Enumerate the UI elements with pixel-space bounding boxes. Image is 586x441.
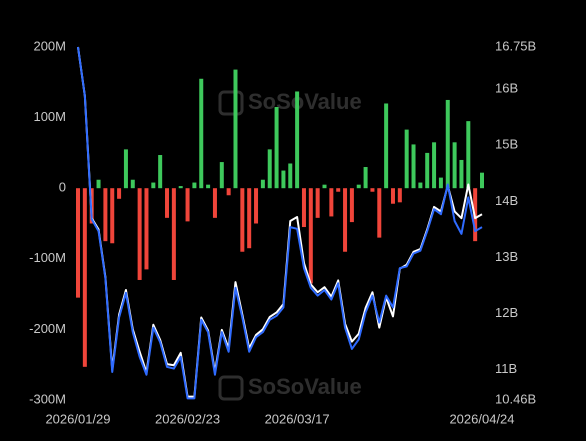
x-tick-label: 2026/04/24	[449, 411, 514, 426]
bar	[404, 129, 409, 189]
bar	[301, 188, 306, 228]
y-tick-label: 0	[59, 180, 66, 195]
bar	[349, 188, 354, 223]
bar	[192, 182, 197, 189]
bar	[247, 188, 252, 249]
bar	[96, 179, 101, 189]
bar	[295, 91, 300, 189]
bar	[432, 142, 437, 189]
bar	[219, 162, 224, 189]
bar	[390, 188, 395, 204]
bar	[377, 188, 382, 238]
y2-tick-label: 16B	[495, 81, 518, 96]
bar	[466, 121, 471, 189]
y2-tick-label: 16.75B	[495, 38, 536, 53]
bar	[206, 184, 211, 189]
y-tick-label: -100M	[29, 250, 66, 265]
bar	[233, 69, 238, 189]
bar	[336, 188, 341, 192]
watermark-logo	[218, 90, 244, 401]
bar	[445, 99, 450, 189]
x-tick-label: 2026/02/23	[155, 411, 220, 426]
watermark: SoSoValue	[248, 89, 362, 114]
bar	[288, 163, 293, 189]
bar	[418, 182, 423, 189]
y-tick-label: -300M	[29, 391, 66, 406]
bar	[459, 159, 464, 189]
bar	[82, 188, 87, 367]
bar	[151, 182, 156, 189]
y2-tick-label: 10.46B	[495, 391, 536, 406]
bar	[212, 188, 217, 218]
bar	[370, 188, 375, 192]
bar	[171, 188, 176, 280]
bar	[185, 188, 190, 222]
bar	[240, 188, 245, 252]
bar	[281, 170, 286, 189]
bar	[254, 188, 259, 224]
bar	[322, 184, 327, 189]
bar	[130, 179, 135, 189]
bar	[343, 188, 348, 252]
bar	[144, 188, 149, 270]
y2-tick-label: 13B	[495, 249, 518, 264]
x-tick-label: 2026/03/17	[265, 411, 330, 426]
bar	[103, 188, 108, 242]
y2-tick-label: 11B	[495, 361, 517, 376]
bar	[165, 188, 170, 218]
bar	[384, 103, 389, 189]
bar	[137, 188, 142, 280]
bar	[452, 142, 457, 189]
bar	[123, 149, 128, 189]
bar	[397, 188, 402, 203]
bar	[199, 78, 204, 189]
bar	[158, 155, 163, 189]
bar	[110, 188, 115, 244]
bar	[260, 179, 265, 189]
bar	[226, 188, 231, 196]
bar	[363, 167, 368, 189]
bar	[411, 144, 416, 189]
y-tick-label: 100M	[33, 109, 66, 124]
bar	[178, 186, 183, 189]
line	[77, 46, 483, 400]
y-tick-label: 200M	[33, 38, 66, 53]
y-tick-label: -200M	[29, 321, 66, 336]
y2-tick-label: 14B	[495, 193, 518, 208]
bar	[308, 188, 313, 284]
bar	[356, 184, 361, 189]
bar	[76, 188, 80, 298]
bar	[267, 149, 272, 189]
bar	[117, 188, 122, 199]
bar	[480, 172, 484, 189]
x-tick-label: 2026/01/29	[45, 411, 110, 426]
bar	[425, 152, 430, 189]
watermark: SoSoValue	[248, 374, 362, 399]
bar	[438, 177, 443, 189]
y2-tick-label: 12B	[495, 305, 518, 320]
bar	[329, 188, 334, 217]
y2-tick-label: 15B	[495, 137, 518, 152]
bar	[274, 107, 279, 189]
bar	[315, 188, 320, 218]
